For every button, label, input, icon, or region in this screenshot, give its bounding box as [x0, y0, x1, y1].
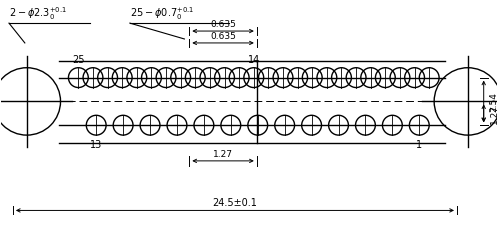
Text: 13: 13 [90, 140, 102, 149]
Text: 1: 1 [416, 140, 422, 149]
Text: 25: 25 [72, 54, 85, 65]
Text: $2-\phi2.3^{+0.1}_{0}$: $2-\phi2.3^{+0.1}_{0}$ [9, 5, 67, 22]
Text: 24.5±0.1: 24.5±0.1 [212, 198, 258, 207]
Text: 0.635: 0.635 [210, 32, 236, 41]
Text: 2.54: 2.54 [490, 92, 498, 112]
Text: 14: 14 [248, 54, 260, 65]
Text: 1.27: 1.27 [213, 149, 233, 158]
Text: 1.27: 1.27 [490, 104, 498, 124]
Text: $25-\phi0.7^{+0.1}_{0}$: $25-\phi0.7^{+0.1}_{0}$ [130, 5, 194, 22]
Text: 0.635: 0.635 [210, 20, 236, 29]
